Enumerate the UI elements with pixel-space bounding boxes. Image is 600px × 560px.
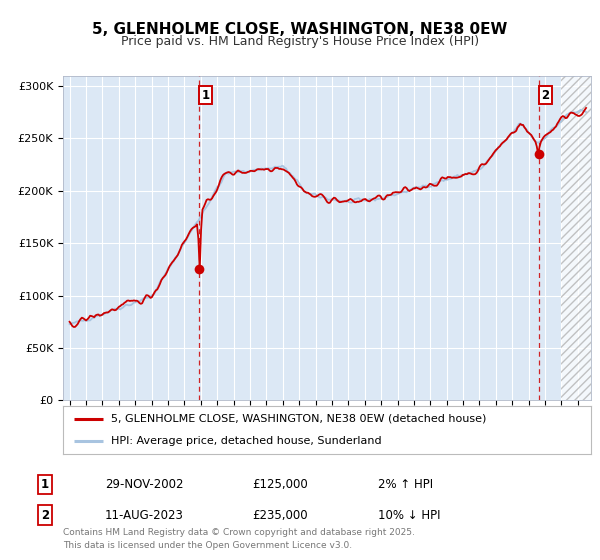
Text: 11-AUG-2023: 11-AUG-2023 bbox=[105, 508, 184, 522]
Text: 1: 1 bbox=[202, 88, 210, 101]
Text: HPI: Average price, detached house, Sunderland: HPI: Average price, detached house, Sund… bbox=[110, 436, 381, 446]
Text: £125,000: £125,000 bbox=[252, 478, 308, 491]
Text: £235,000: £235,000 bbox=[252, 508, 308, 522]
Text: Contains HM Land Registry data © Crown copyright and database right 2025.
This d: Contains HM Land Registry data © Crown c… bbox=[63, 529, 415, 550]
Bar bbox=[562, 76, 591, 400]
Text: Price paid vs. HM Land Registry's House Price Index (HPI): Price paid vs. HM Land Registry's House … bbox=[121, 35, 479, 48]
Text: 2% ↑ HPI: 2% ↑ HPI bbox=[378, 478, 433, 491]
Bar bbox=[562, 76, 591, 400]
Text: 10% ↓ HPI: 10% ↓ HPI bbox=[378, 508, 440, 522]
Text: 5, GLENHOLME CLOSE, WASHINGTON, NE38 0EW (detached house): 5, GLENHOLME CLOSE, WASHINGTON, NE38 0EW… bbox=[110, 414, 486, 424]
Text: 1: 1 bbox=[41, 478, 49, 491]
Text: 5, GLENHOLME CLOSE, WASHINGTON, NE38 0EW: 5, GLENHOLME CLOSE, WASHINGTON, NE38 0EW bbox=[92, 22, 508, 38]
Text: 29-NOV-2002: 29-NOV-2002 bbox=[105, 478, 184, 491]
Text: 2: 2 bbox=[41, 508, 49, 522]
Text: 2: 2 bbox=[541, 88, 549, 101]
